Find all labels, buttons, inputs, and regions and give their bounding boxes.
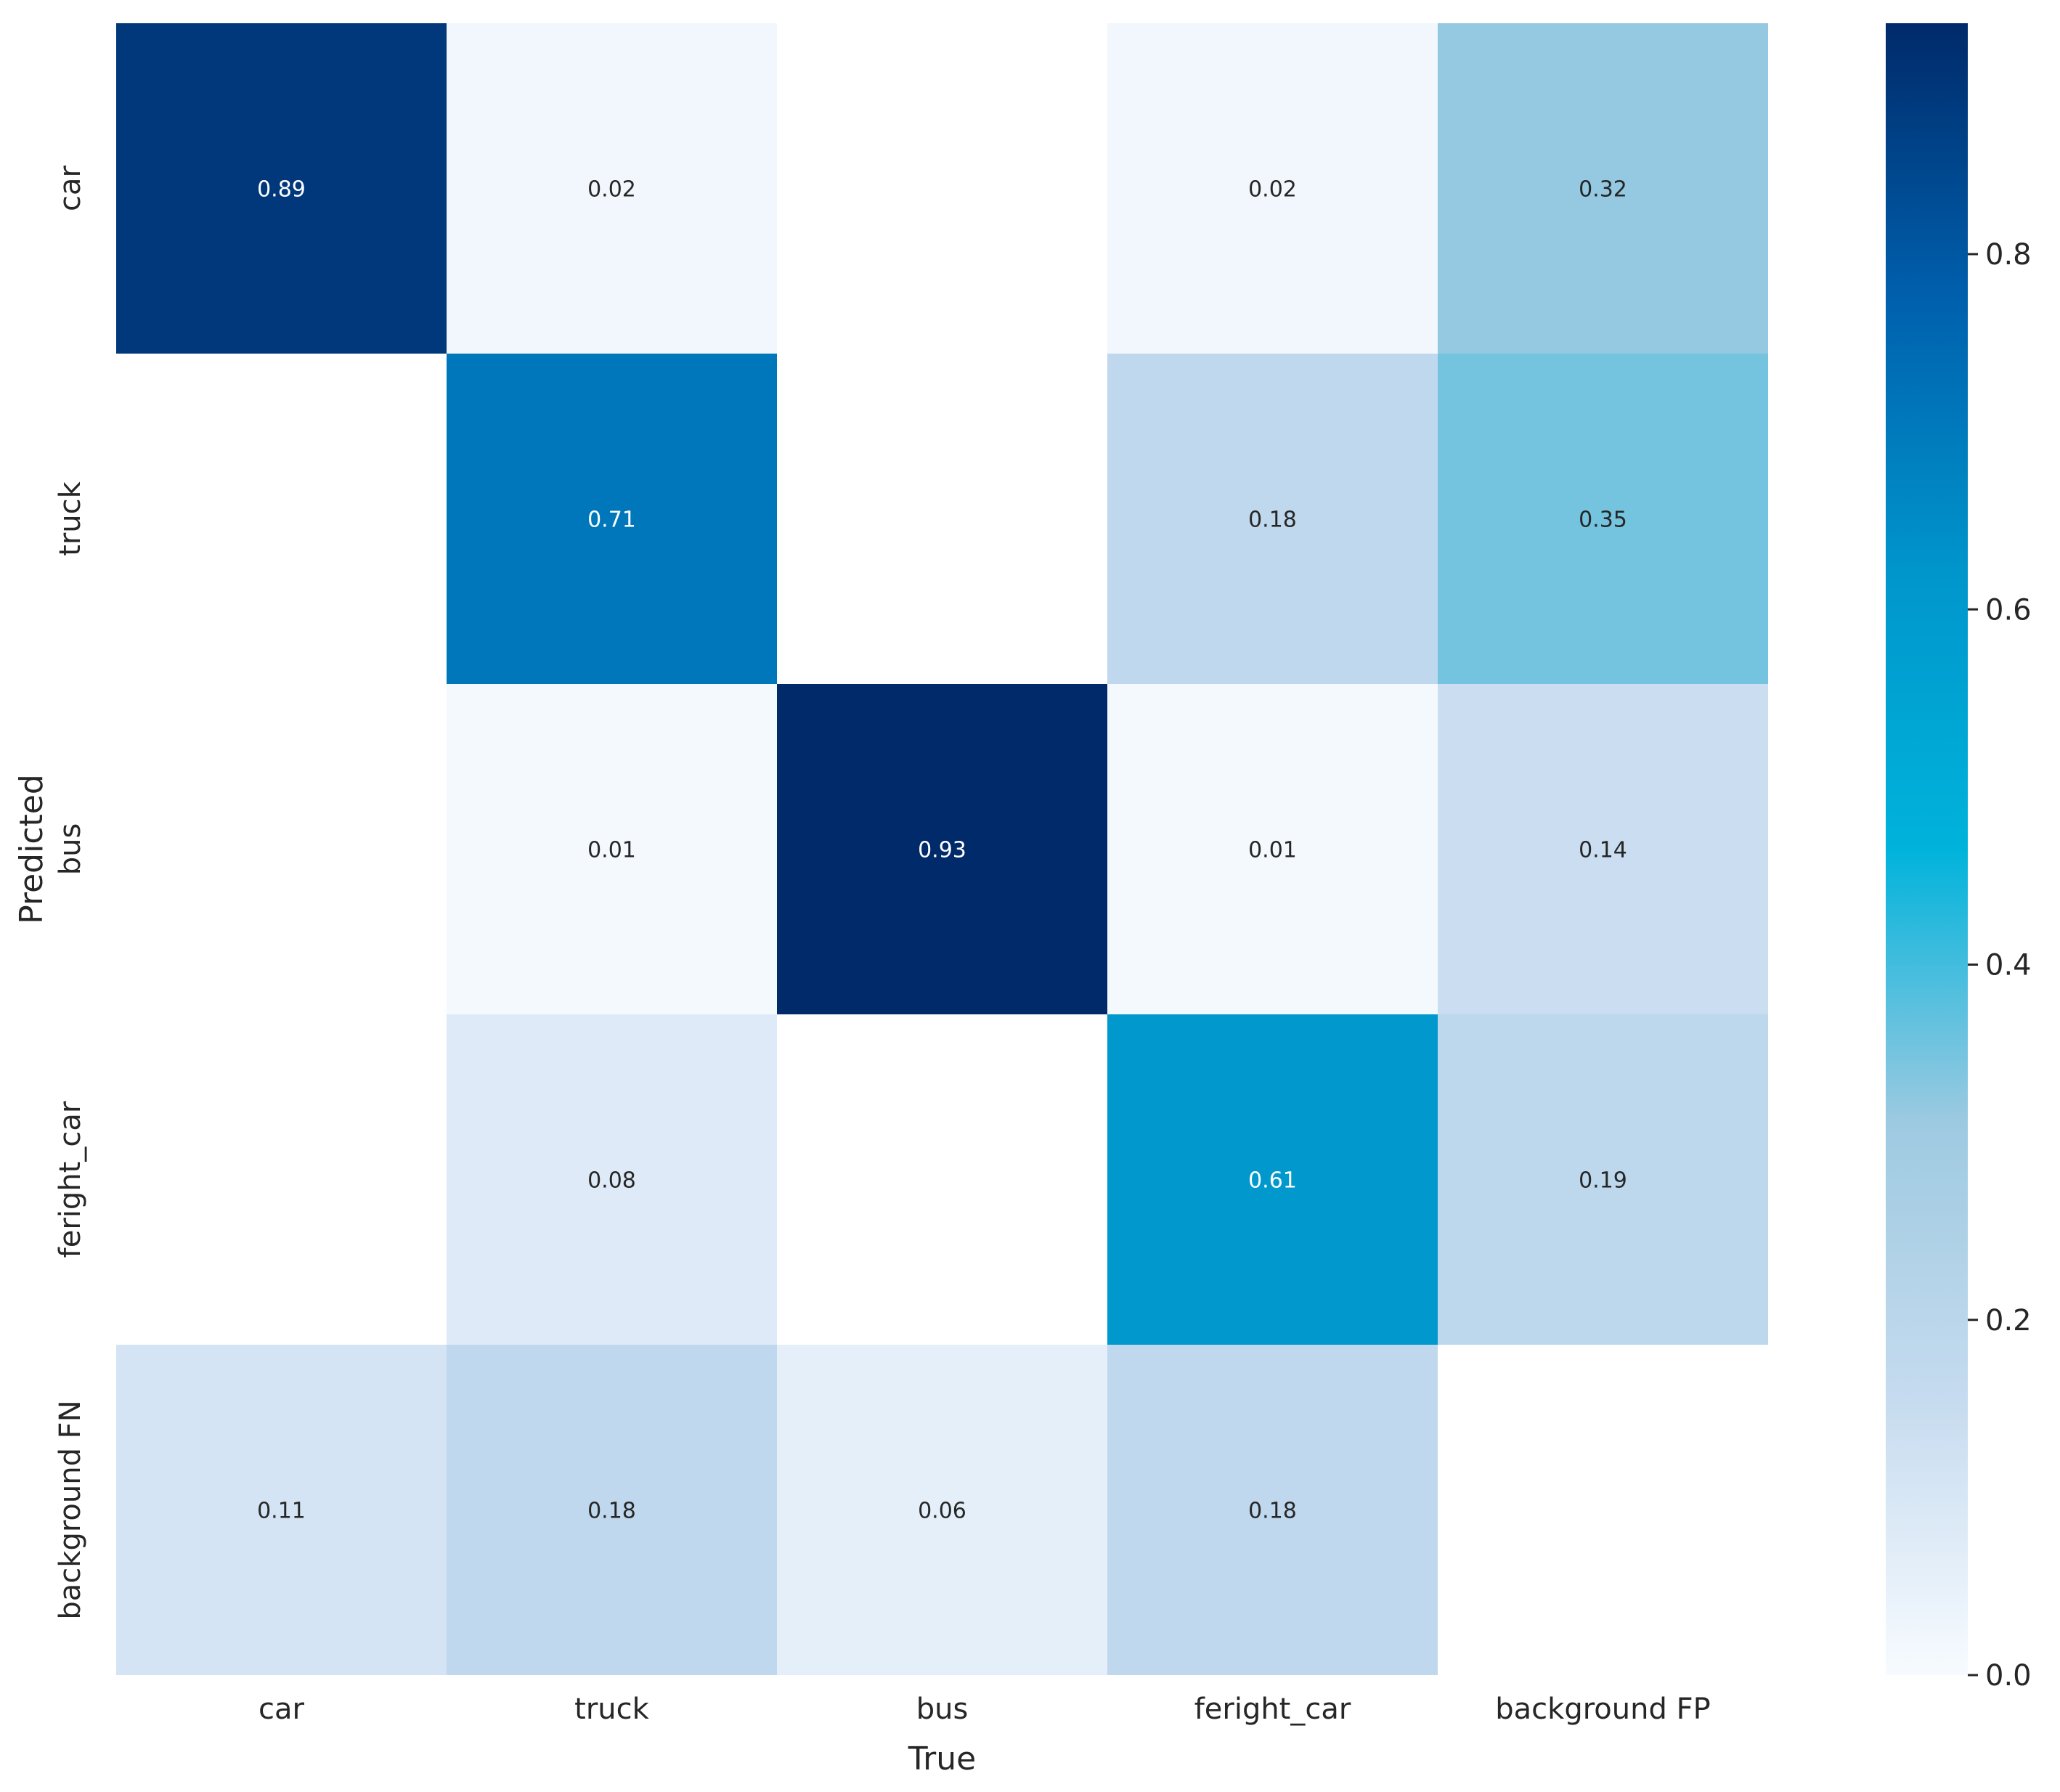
y-tick-label-0: car: [54, 165, 87, 211]
colorbar-tick-label-2: 0.4: [1985, 949, 2032, 982]
heatmap-cell-3-4: [1438, 1014, 1768, 1345]
heatmap-cell-label-4-2: 0.06: [918, 1499, 966, 1524]
heatmap-cell-0-4: [1438, 23, 1768, 354]
heatmap-cell-3-1: [447, 1014, 777, 1345]
x-axis-title: True: [908, 1740, 976, 1777]
y-tick-label-4: background FN: [54, 1400, 87, 1619]
colorbar-tick-label-4: 0.8: [1985, 238, 2032, 272]
heatmap-cell-label-2-1: 0.01: [587, 838, 636, 863]
heatmap-cell-label-1-1: 0.71: [587, 508, 636, 533]
heatmap-cell-4-0: [116, 1345, 447, 1675]
heatmap-cell-2-2: [777, 684, 1107, 1014]
y-tick-label-2: bus: [54, 823, 87, 876]
colorbar-ticks: 0.0 0.2 0.4 0.6 0.8: [1968, 238, 2032, 1693]
heatmap-cell-label-1-4: 0.35: [1579, 508, 1627, 533]
heatmap-cell-3-3: [1107, 1014, 1438, 1345]
heatmap-cell-labels: 0.89 0.02 0.02 0.32 0.71 0.18 0.35 0.01 0.93 0.01…: [257, 177, 1627, 1524]
heatmap-cell-label-3-4: 0.19: [1579, 1168, 1627, 1194]
x-tick-label-1: truck: [574, 1693, 649, 1726]
x-axis-ticks: car truck bus feright_car background FP: [258, 1693, 1711, 1726]
y-tick-label-1: truck: [54, 481, 87, 555]
heatmap-cell-label-4-1: 0.18: [587, 1499, 636, 1524]
heatmap-cell-4-3: [1107, 1345, 1438, 1675]
x-tick-label-4: background FP: [1495, 1693, 1710, 1726]
colorbar-tick-label-1: 0.2: [1985, 1304, 2032, 1337]
x-tick-label-0: car: [258, 1693, 305, 1726]
heatmap-cell-4-1: [447, 1345, 777, 1675]
heatmap-cell-4-2: [777, 1345, 1107, 1675]
colorbar-tick-label-3: 0.6: [1985, 593, 2032, 627]
heatmap-cell-label-0-4: 0.32: [1579, 177, 1627, 203]
heatmap-cell-label-4-3: 0.18: [1248, 1499, 1297, 1524]
heatmap-cell-2-4: [1438, 684, 1768, 1014]
heatmap-cell-label-2-2: 0.93: [918, 838, 966, 863]
heatmap-cell-0-1: [447, 23, 777, 354]
colorbar: [1886, 23, 1968, 1675]
heatmap-cell-1-3: [1107, 354, 1438, 684]
x-tick-label-2: bus: [916, 1693, 969, 1726]
heatmap-cell-label-3-3: 0.61: [1248, 1168, 1297, 1194]
x-tick-label-3: feright_car: [1194, 1693, 1351, 1726]
y-axis-title: Predicted: [13, 774, 50, 924]
heatmap-cell-0-0: [116, 23, 447, 354]
heatmap-cell-label-2-3: 0.01: [1248, 838, 1297, 863]
heatmap-cell-0-3: [1107, 23, 1438, 354]
heatmap-cell-label-0-1: 0.02: [587, 177, 636, 203]
heatmap-cell-label-3-1: 0.08: [587, 1168, 636, 1194]
heatmap-cell-2-3: [1107, 684, 1438, 1014]
heatmap-cells: [116, 23, 1768, 1675]
heatmap-cell-1-4: [1438, 354, 1768, 684]
y-tick-label-3: feright_car: [54, 1101, 87, 1258]
heatmap-cell-label-4-0: 0.11: [257, 1499, 306, 1524]
heatmap-cell-label-1-3: 0.18: [1248, 508, 1297, 533]
heatmap-cell-1-1: [447, 354, 777, 684]
colorbar-tick-label-0: 0.0: [1985, 1659, 2032, 1693]
heatmap-cell-label-0-0: 0.89: [257, 177, 306, 203]
heatmap-cell-2-1: [447, 684, 777, 1014]
heatmap-cell-label-2-4: 0.14: [1579, 838, 1627, 863]
heatmap-cell-label-0-3: 0.02: [1248, 177, 1297, 203]
y-axis-ticks: car truck bus feright_car background FN: [54, 165, 87, 1619]
